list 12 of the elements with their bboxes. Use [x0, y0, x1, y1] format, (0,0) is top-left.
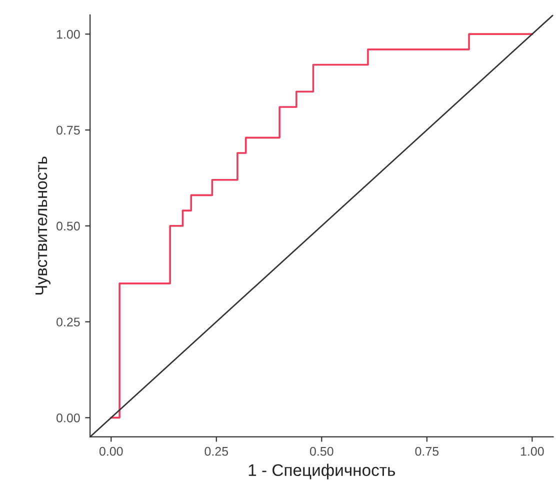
x-tick-label: 0.00 [99, 446, 123, 456]
y-tick-label: 0.50 [56, 222, 80, 231]
y-tick-label: 1.00 [56, 30, 80, 39]
x-tick-label: 0.75 [415, 446, 439, 456]
x-tick-label: 1.00 [520, 446, 544, 456]
y-axis-title: Чувствительность [36, 156, 50, 295]
y-tick-label: 0.75 [56, 126, 80, 135]
x-axis-title: 1 - Специфичность [248, 464, 396, 480]
y-tick-label: 0.00 [56, 413, 80, 422]
y-tick-label: 0.25 [56, 318, 80, 326]
x-tick-label: 0.50 [310, 446, 334, 456]
x-tick-label: 0.25 [204, 446, 228, 456]
